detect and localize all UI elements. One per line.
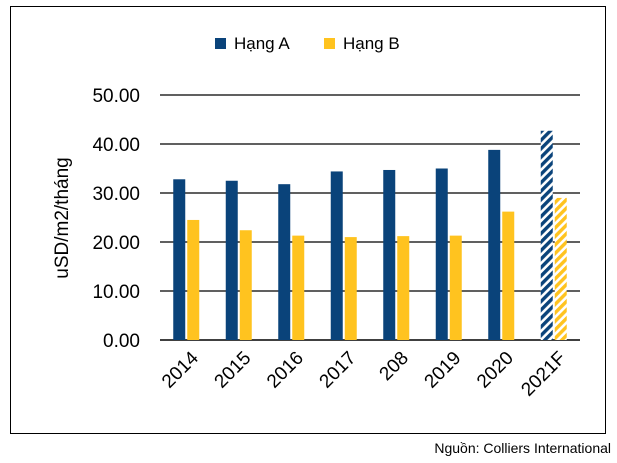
y-tick-label: 0.00 — [103, 331, 140, 352]
bar-hang-b-2017 — [344, 237, 357, 340]
bars — [173, 130, 567, 340]
gridlines — [160, 94, 580, 341]
x-tick-label: 2017 — [316, 348, 361, 393]
y-tick-label: 30.00 — [92, 184, 140, 205]
chart-frame — [10, 6, 606, 434]
bar-hang-b-2016 — [292, 235, 305, 340]
bar-hang-b-208 — [397, 236, 410, 340]
bar-hang-b-2014 — [187, 219, 200, 340]
bar-hang-b-2015 — [239, 230, 252, 340]
x-tick-label: 2014 — [158, 347, 203, 392]
legend-label-hang-a: Hạng A — [234, 34, 290, 53]
y-tick-label: 40.00 — [92, 135, 140, 156]
y-axis-label: uSD/m2/tháng — [52, 157, 73, 278]
bar-hang-b-2020 — [502, 211, 515, 340]
x-tick-label: 2020 — [473, 348, 518, 393]
y-tick-label: 50.00 — [92, 86, 140, 107]
bar-hang-a-2016 — [278, 184, 291, 340]
bar-hang-a-2020 — [488, 149, 501, 340]
bar-hang-a-208 — [383, 169, 396, 340]
y-axis-tick-labels: 0.00 10.00 20.00 30.00 40.00 50.00 — [92, 86, 140, 352]
x-tick-label: 2016 — [263, 348, 308, 393]
y-tick-label: 20.00 — [92, 233, 140, 254]
legend-label-hang-b: Hạng B — [343, 34, 400, 53]
x-axis-tick-labels: 2014 2015 2016 2017 208 2019 2020 2021F — [158, 347, 570, 400]
legend: Hạng A Hạng B — [215, 34, 400, 53]
y-tick-label: 10.00 — [92, 282, 140, 303]
bar-hang-b-2021f — [554, 197, 567, 340]
bar-hang-b-2019 — [449, 235, 462, 340]
legend-swatch-hang-b — [324, 38, 335, 49]
x-tick-label: 2019 — [421, 348, 466, 393]
bar-hang-a-2019 — [435, 168, 448, 340]
x-tick-label: 2015 — [211, 348, 256, 393]
source-note: Nguồn: Colliers International — [434, 440, 611, 456]
bar-hang-a-2017 — [330, 171, 343, 340]
legend-swatch-hang-a — [215, 38, 226, 49]
bar-hang-a-2014 — [173, 179, 186, 340]
bar-hang-a-2021f — [540, 130, 553, 340]
x-tick-label: 2021F — [517, 348, 570, 401]
bar-hang-a-2015 — [225, 180, 238, 340]
x-tick-label: 208 — [376, 348, 413, 385]
